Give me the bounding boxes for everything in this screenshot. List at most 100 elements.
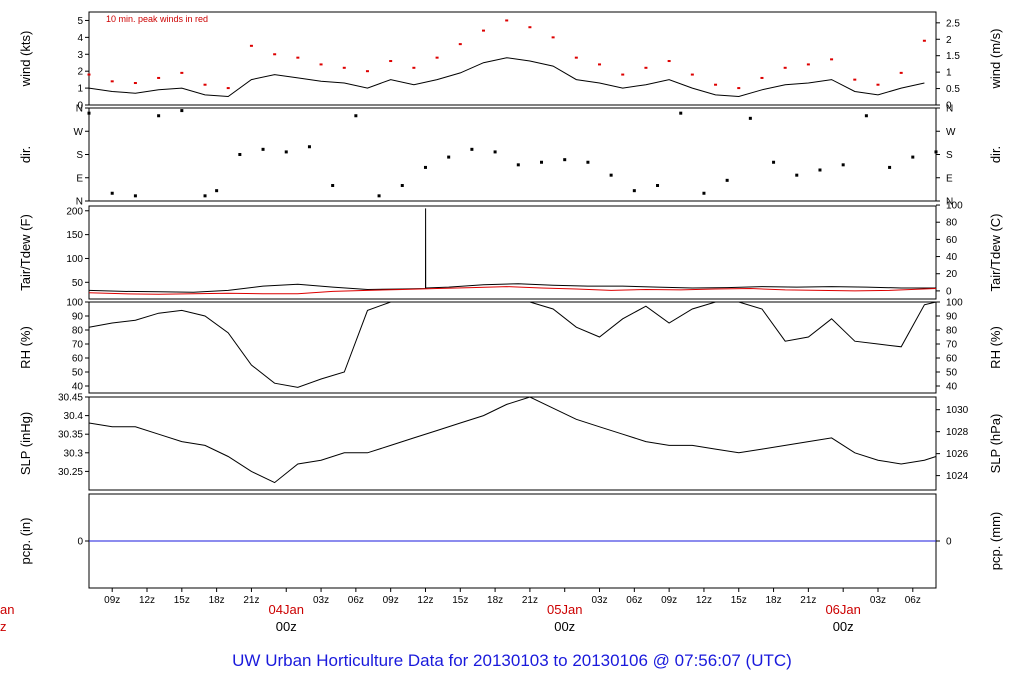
peak-wind-point [830, 58, 834, 61]
peak-wind-point [319, 63, 323, 66]
dir-point [87, 111, 91, 115]
peak-wind-point [342, 66, 346, 69]
dir-point [493, 150, 497, 154]
peak-wind-point [458, 43, 462, 46]
dir-point [888, 165, 892, 169]
series-line-temp-dew-point [88, 286, 937, 295]
left-tick-label-temp: 150 [66, 230, 83, 241]
right-tick-label-temp: 60 [946, 235, 958, 246]
left-tick-label-wind: 2 [77, 67, 83, 78]
peak-wind-point [806, 63, 810, 66]
left-tick-label-dir: E [76, 173, 83, 184]
right-tick-label-dir: E [946, 173, 953, 184]
dir-point [864, 114, 868, 118]
ylabel-right-temp: Tair/Tdew (C) [988, 213, 1003, 291]
peak-wind-point [505, 19, 509, 22]
dir-point [180, 109, 184, 113]
dir-point [110, 191, 114, 195]
ylabel-right-dir: dir. [988, 146, 1003, 163]
peak-wind-point [389, 60, 393, 63]
left-tick-label-wind: 3 [77, 50, 83, 61]
peak-wind-point [598, 63, 602, 66]
left-tick-label-slp: 30.45 [58, 393, 83, 404]
dir-point [133, 194, 137, 198]
panel-annotation: 10 min. peak winds in red [106, 14, 208, 24]
ylabel-right-slp: SLP (hPa) [988, 414, 1003, 474]
peak-wind-point [922, 39, 926, 42]
x-tick-label: 03z [313, 595, 329, 606]
right-tick-label-rh: 100 [946, 298, 963, 309]
right-tick-label-dir: N [946, 197, 953, 208]
ylabel-left-rh: RH (%) [18, 326, 33, 369]
peak-wind-point [481, 29, 485, 32]
dir-point [818, 168, 822, 172]
x-tick-label: 03z [591, 595, 607, 606]
left-tick-label-temp: 50 [72, 278, 84, 289]
x-tick-label: 18z [765, 595, 781, 606]
right-tick-label-wind: 2.5 [946, 18, 960, 29]
x-tick-label: 15z [452, 595, 468, 606]
panel-frame-slp [88, 396, 937, 491]
left-tick-label-slp: 30.25 [58, 467, 83, 478]
left-tick-label-rh: 70 [72, 340, 84, 351]
peak-wind-point [714, 83, 718, 86]
dir-point [354, 114, 358, 118]
peak-wind-point [760, 76, 764, 79]
day-label-hour: 00z [554, 619, 575, 634]
x-tick-label: 21z [243, 595, 259, 606]
series-line-wind-mean-wind [88, 57, 925, 98]
x-tick-label: 18z [487, 595, 503, 606]
peak-wind-point [110, 80, 114, 83]
ylabel-left-pcp: pcp. (in) [18, 518, 33, 565]
peak-wind-point [853, 78, 857, 81]
left-tick-label-slp: 30.35 [58, 430, 83, 441]
dir-point [238, 153, 242, 156]
x-tick-label: 09z [104, 595, 120, 606]
right-tick-label-temp: 0 [946, 286, 952, 297]
right-tick-label-wind: 2 [946, 35, 952, 46]
peak-wind-point [133, 82, 137, 85]
dir-point [540, 160, 544, 164]
left-tick-label-rh: 50 [72, 368, 84, 379]
panel-frame-wind [88, 11, 937, 106]
peak-wind-point [226, 87, 230, 90]
left-tick-label-dir: S [76, 150, 83, 161]
x-tick-label: 12z [417, 595, 433, 606]
peak-wind-point [273, 53, 277, 56]
panel-frame-rh [88, 301, 937, 394]
right-tick-label-slp: 1026 [946, 449, 969, 460]
x-tick-label: 21z [800, 595, 816, 606]
left-tick-label-wind: 0 [77, 101, 83, 112]
right-tick-label-temp: 100 [946, 201, 963, 212]
left-tick-label-rh: 100 [66, 298, 83, 309]
dir-point [609, 173, 613, 177]
x-tick-label: 15z [174, 595, 190, 606]
panel-frame-dir [88, 107, 937, 202]
right-tick-label-rh: 90 [946, 312, 958, 323]
day-label-hour: 00z [276, 619, 297, 634]
peak-wind-point [644, 66, 648, 69]
ylabel-left-dir: dir. [18, 146, 33, 163]
dir-point [795, 173, 799, 177]
x-tick-label: 09z [383, 595, 399, 606]
dir-point [307, 145, 311, 149]
day-label-partial: an [0, 602, 14, 617]
dir-point [911, 155, 915, 159]
left-tick-label-dir: W [74, 127, 84, 138]
dir-point [203, 194, 207, 198]
series-line-temp-air-temperature [88, 208, 936, 293]
left-tick-label-rh: 60 [72, 354, 84, 365]
peak-wind-point [203, 83, 207, 86]
peak-wind-point [87, 73, 91, 76]
x-tick-label: 03z [870, 595, 886, 606]
peak-wind-point [783, 66, 787, 69]
day-label-date: 06Jan [825, 602, 860, 617]
dir-point [470, 147, 474, 151]
peak-wind-point [365, 70, 369, 73]
dir-point [748, 116, 752, 120]
peak-wind-point [435, 56, 439, 59]
peak-wind-point [667, 60, 671, 63]
